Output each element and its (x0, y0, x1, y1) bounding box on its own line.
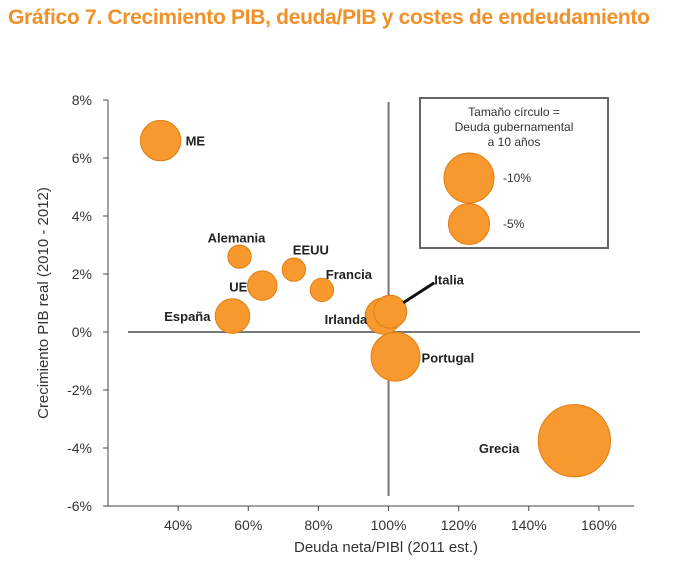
x-tick-label: 60% (234, 517, 262, 533)
y-tick-label: 6% (72, 150, 92, 166)
label-grecia: Grecia (479, 441, 520, 456)
legend-title-line: Deuda gubernamental (455, 120, 574, 134)
x-tick-label: 140% (511, 517, 547, 533)
y-tick-label: 8% (72, 92, 92, 108)
legend-title-line: Tamaño círculo = (468, 105, 560, 119)
bubble-portugal (370, 331, 421, 382)
bubble-alemania (227, 244, 252, 269)
label-ue: UE (229, 280, 247, 295)
legend-entry-label: -10% (503, 171, 531, 185)
label-eeuu: EEUU (293, 243, 329, 258)
y-tick-label: 2% (72, 266, 92, 282)
x-tick-label: 120% (441, 517, 477, 533)
label-me: ME (186, 134, 206, 149)
bubble-grecia (537, 404, 612, 478)
y-tick-label: 0% (72, 324, 92, 340)
bubbles (139, 119, 612, 478)
x-axis-title: Deuda neta/PIBl (2011 est.) (294, 539, 478, 556)
x-tick-label: 40% (164, 517, 192, 533)
label-francia: Francia (326, 267, 373, 282)
bubble-eeuu (281, 257, 307, 282)
bubble-espa-a (214, 298, 251, 334)
label-italia: Italia (434, 273, 464, 288)
legend-title-line: a 10 años (488, 135, 541, 149)
y-tick-label: -4% (67, 440, 92, 456)
y-tick-label: 4% (72, 208, 92, 224)
bubble-ue (247, 270, 278, 301)
legend-bubble (443, 152, 495, 204)
x-tick-label: 160% (581, 517, 617, 533)
chart-title: Gráfico 7. Crecimiento PIB, deuda/PIB y … (8, 6, 650, 29)
label-irlanda: Irlanda (325, 312, 368, 327)
y-axis-title: Crecimiento PIB real (2010 - 2012) (35, 187, 52, 419)
y-tick-label: -2% (67, 382, 92, 398)
label-portugal: Portugal (422, 351, 475, 366)
italia-leader-line (402, 281, 436, 304)
legend-entry-label: -5% (503, 217, 525, 231)
legend-bubble (447, 202, 491, 246)
bubble-italia (373, 294, 408, 329)
bubble-me (139, 119, 182, 162)
label-alemania: Alemania (208, 231, 267, 246)
axis-ticks: 40% 60% 80% 100% 120% 140% 160% 8% 6% 4% 2% 0% -2% -4… (67, 92, 617, 533)
y-tick-label: -6% (67, 498, 92, 514)
data-labels: ME Alemania EEUU Francia UE España Irlanda Ital… (164, 134, 520, 456)
x-tick-label: 100% (371, 517, 407, 533)
label-espa-a: España (164, 309, 211, 324)
x-tick-label: 80% (304, 517, 332, 533)
bubble-francia (309, 277, 335, 303)
